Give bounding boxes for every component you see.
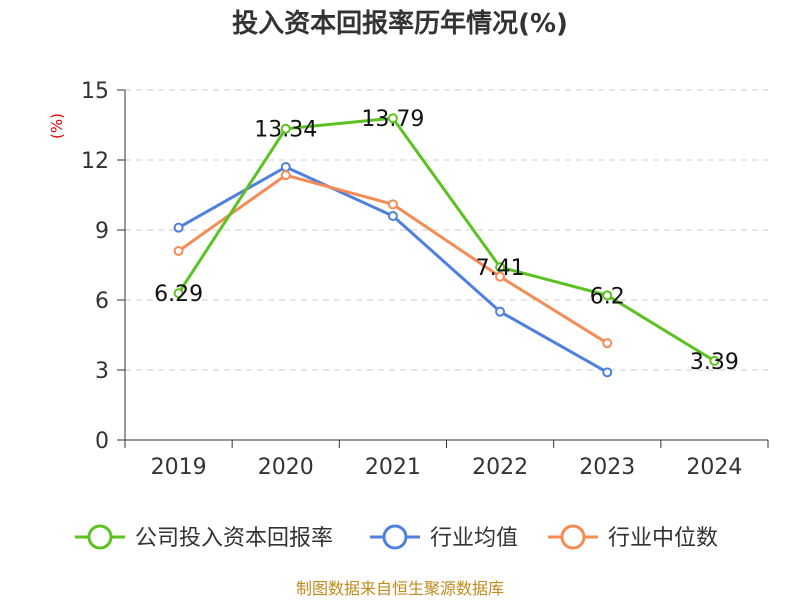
y-axis-unit-label: (%) [48, 113, 66, 139]
y-tick-label: 6 [95, 289, 109, 314]
y-tick-label: 3 [95, 359, 109, 384]
data-label-2023: 6.2 [590, 284, 625, 309]
x-tick-label: 2021 [365, 455, 421, 480]
y-tick-label: 0 [95, 429, 109, 454]
data-label-2019: 6.29 [154, 282, 203, 307]
series-2-point-2023[interactable] [602, 338, 613, 349]
series-0-point-2023[interactable] [602, 290, 613, 301]
series-1-point-2020[interactable] [280, 162, 291, 172]
series-0-point-2022[interactable] [495, 262, 506, 273]
legend[interactable]: 公司投入资本回报率 行业均值 行业中位数 [75, 524, 718, 551]
data-label-2022: 7.41 [476, 256, 525, 281]
y-tick-label: 9 [95, 219, 109, 244]
series-layer [173, 113, 720, 378]
data-labels: 6.29 13.34 13.79 7.41 6.2 3.39 [154, 107, 739, 375]
chart-title: 投入资本回报率历年情况(%) [232, 8, 568, 39]
data-label-2021: 13.79 [361, 107, 424, 132]
legend-swatch-marker [560, 524, 586, 550]
x-tick-label: 2022 [472, 455, 528, 480]
legend-item-2[interactable]: 行业中位数 [548, 524, 718, 551]
series-2-point-2019[interactable] [173, 246, 184, 256]
series-1-point-2023[interactable] [602, 367, 613, 378]
x-tick-label: 2023 [579, 455, 635, 480]
x-tick-label: 2019 [151, 455, 207, 480]
x-tick-label: 2020 [258, 455, 314, 480]
legend-label: 行业中位数 [608, 526, 718, 551]
grid-lines [125, 89, 768, 371]
source-note: 制图数据来自恒生聚源数据库 [296, 579, 504, 598]
data-label-2020: 13.34 [254, 118, 317, 143]
series-line-1 [177, 165, 608, 374]
series-line-0 [177, 116, 716, 363]
series-2-point-2021[interactable] [387, 199, 398, 210]
data-label-2024: 3.39 [690, 350, 739, 375]
series-0-point-2021[interactable] [387, 113, 398, 124]
legend-item-0[interactable]: 公司投入资本回报率 [75, 524, 333, 551]
legend-swatch-marker [382, 524, 408, 550]
series-0-point-2020[interactable] [280, 123, 291, 134]
y-tick-label: 12 [81, 149, 109, 174]
legend-swatch-marker [87, 524, 113, 550]
series-1-point-2019[interactable] [173, 222, 184, 233]
legend-label: 行业均值 [430, 526, 518, 551]
series-2-point-2022[interactable] [495, 271, 506, 282]
series-2-point-2020[interactable] [280, 170, 291, 181]
series-1-point-2021[interactable] [387, 211, 398, 221]
series-0-point-2024[interactable] [709, 355, 720, 366]
legend-item-1[interactable]: 行业均值 [370, 524, 518, 551]
series-0-point-2019[interactable] [173, 288, 184, 299]
series-1-point-2022[interactable] [495, 306, 506, 317]
legend-label: 公司投入资本回报率 [135, 526, 333, 551]
y-tick-label: 15 [81, 79, 109, 104]
x-tick-label: 2024 [686, 455, 742, 480]
axes: 0 3 6 9 12 15 2019 2020 2021 2022 2023 2024 [81, 79, 769, 480]
